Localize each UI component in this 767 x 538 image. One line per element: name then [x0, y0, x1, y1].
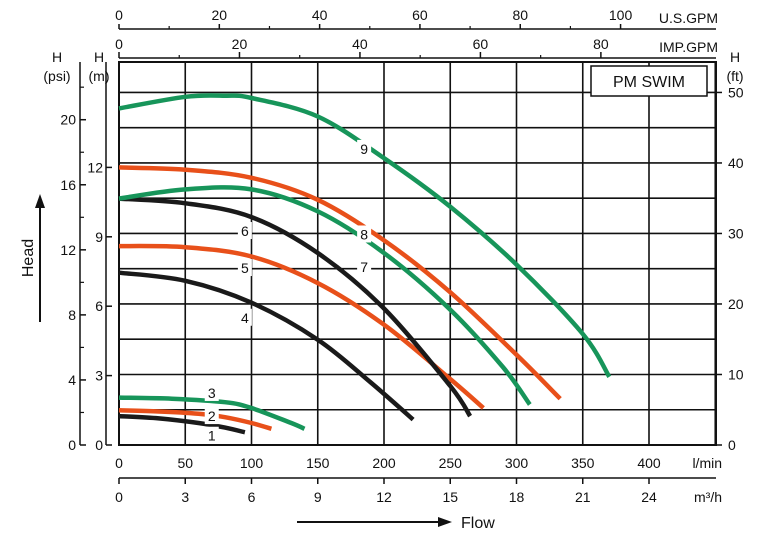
m3h-tick-label: 9 [314, 489, 322, 505]
us-gpm-tick-label: 100 [609, 7, 633, 23]
ft-tick-label: 30 [728, 225, 744, 241]
m3h-tick-label: 3 [181, 489, 189, 505]
m3h-tick-label: 6 [248, 489, 256, 505]
m-tick-label: 12 [87, 159, 103, 175]
ft-tick-label: 50 [728, 84, 744, 100]
lmin-tick-label: 250 [439, 455, 463, 471]
us-gpm-tick-label: 20 [212, 7, 228, 23]
ft-tick-label: 20 [728, 296, 744, 312]
lmin-tick-label: 400 [637, 455, 661, 471]
ft-header: H [730, 49, 740, 65]
imp-gpm-tick-label: 40 [352, 36, 368, 52]
psi-tick-label: 4 [68, 372, 76, 388]
m-tick-label: 3 [95, 368, 103, 384]
us-gpm-tick-label: 40 [312, 7, 328, 23]
chart-title-box [590, 65, 708, 97]
series-label-bg-8 [357, 225, 372, 243]
m3h-tick-label: 21 [575, 489, 591, 505]
ft-tick-label: 40 [728, 155, 744, 171]
plot-frame [118, 61, 717, 446]
imp-gpm-tick-label: 80 [593, 36, 609, 52]
series-line-7 [118, 185, 532, 406]
series-line-2 [118, 408, 273, 431]
series-label-bg-3 [204, 383, 219, 401]
y-axis-label: Head [20, 239, 37, 277]
lmin-unit: l/min [692, 455, 722, 471]
series-line-3 [118, 395, 306, 431]
psi-header: H [52, 49, 62, 65]
lmin-tick-label: 0 [115, 455, 123, 471]
series-label-9: 9 [360, 141, 368, 157]
psi-tick-label: 0 [68, 437, 76, 453]
m3h-tick-label: 12 [376, 489, 392, 505]
series-line-5 [118, 243, 485, 410]
ft-tick-label: 10 [728, 366, 744, 382]
m-unit: (m) [89, 68, 110, 84]
series-label-bg-7 [357, 257, 372, 275]
m-header: H [94, 49, 104, 65]
imp-gpm-tick-label: 60 [473, 36, 489, 52]
psi-tick-label: 12 [60, 242, 76, 258]
m3h-tick-label: 15 [442, 489, 458, 505]
series-label-3: 3 [208, 385, 216, 401]
chart-title: PM SWIM [613, 74, 685, 91]
series-label-bg-5 [237, 259, 252, 277]
series-line-8 [118, 165, 562, 401]
series-label-bg-2 [204, 407, 219, 425]
series-label-bg-1 [204, 426, 219, 444]
us-gpm-tick-label: 80 [512, 7, 528, 23]
series-label-bg-4 [237, 308, 252, 326]
series-label-5: 5 [241, 260, 249, 276]
us-gpm-tick-label: 60 [412, 7, 428, 23]
imp-gpm-tick-label: 0 [115, 36, 123, 52]
series-label-8: 8 [360, 226, 368, 242]
m3h-tick-label: 0 [115, 489, 123, 505]
ft-unit: (ft) [726, 68, 743, 84]
series-line-6 [118, 196, 473, 418]
imp-gpm-unit: IMP.GPM [659, 39, 718, 55]
m-tick-label: 6 [95, 298, 103, 314]
series-label-2: 2 [208, 408, 216, 424]
imp-gpm-tick-label: 20 [232, 36, 248, 52]
m3h-unit: m³/h [694, 489, 722, 505]
psi-unit: (psi) [43, 68, 70, 84]
lmin-tick-label: 100 [240, 455, 264, 471]
psi-tick-label: 16 [60, 177, 76, 193]
x-axis-label: Flow [461, 515, 495, 532]
series-line-4 [118, 270, 415, 422]
lmin-tick-label: 350 [571, 455, 595, 471]
series-label-6: 6 [241, 223, 249, 239]
m-tick-label: 9 [95, 229, 103, 245]
series-label-4: 4 [241, 310, 249, 326]
series-label-bg-6 [237, 222, 252, 240]
m3h-tick-label: 24 [641, 489, 657, 505]
m3h-tick-label: 18 [509, 489, 525, 505]
us-gpm-unit: U.S.GPM [659, 10, 718, 26]
us-gpm-tick-label: 0 [115, 7, 123, 23]
flow-arrow-head [438, 517, 452, 527]
series-label-bg-9 [357, 139, 372, 157]
series-label-1: 1 [208, 428, 216, 444]
lmin-tick-label: 200 [372, 455, 396, 471]
lmin-tick-label: 50 [177, 455, 193, 471]
grid [118, 61, 717, 446]
series-label-7: 7 [360, 259, 368, 275]
lmin-tick-label: 300 [505, 455, 529, 471]
series-layer: 1 2 3 4 5 6 7 8 9 [118, 93, 612, 444]
series-line-1 [118, 413, 246, 435]
psi-tick-label: 20 [60, 112, 76, 128]
psi-tick-label: 8 [68, 307, 76, 323]
lmin-tick-label: 150 [306, 455, 330, 471]
ft-tick-label: 0 [728, 437, 736, 453]
m-tick-label: 0 [95, 437, 103, 453]
head-arrow-head [35, 194, 45, 208]
